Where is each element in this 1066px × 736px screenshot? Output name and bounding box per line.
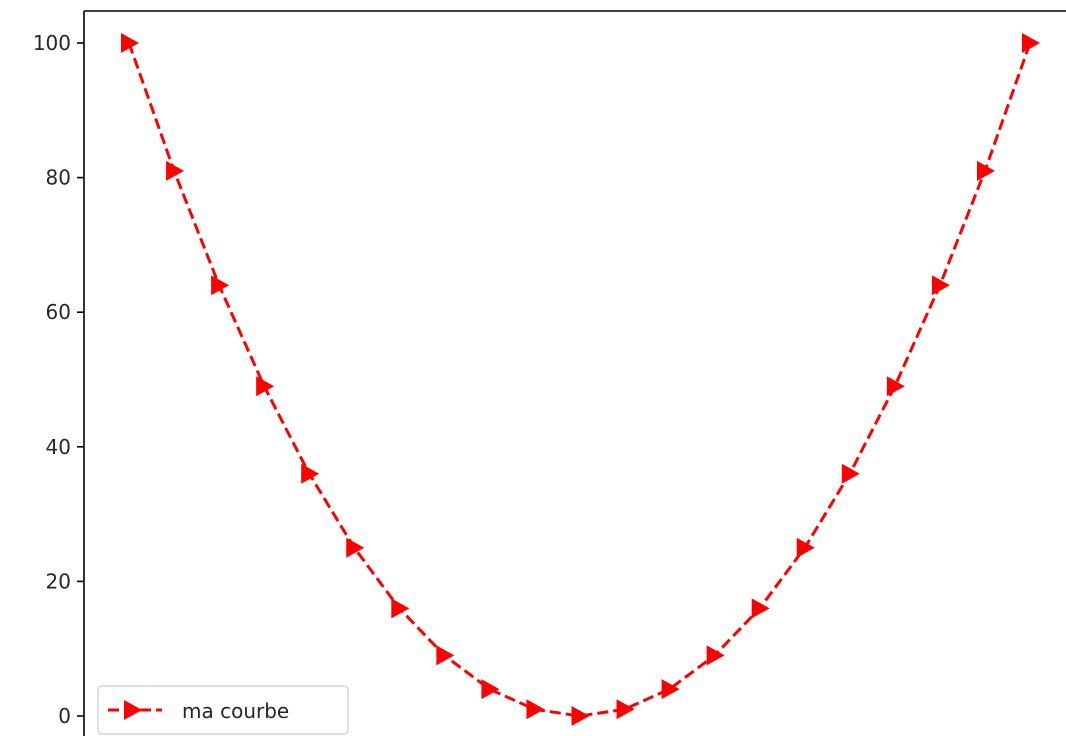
legend-box bbox=[97, 685, 349, 735]
data-point-marker bbox=[481, 679, 500, 700]
legend: ma courbe bbox=[97, 685, 349, 735]
legend-marker bbox=[124, 700, 142, 720]
data-point-marker bbox=[751, 598, 770, 619]
data-point-marker bbox=[571, 706, 590, 726]
y-tick-label: 60 bbox=[46, 300, 71, 324]
data-point-marker bbox=[526, 699, 545, 720]
y-axis-ticks: 0 20 40 60 80 100 bbox=[33, 31, 84, 728]
data-point-marker bbox=[301, 463, 320, 484]
data-point-marker bbox=[976, 160, 995, 181]
legend-label: ma courbe bbox=[182, 699, 289, 723]
data-point-marker bbox=[211, 275, 230, 296]
data-point-marker bbox=[661, 679, 680, 700]
data-point-marker bbox=[121, 33, 139, 53]
data-point-marker bbox=[706, 645, 725, 666]
y-tick-label: 100 bbox=[33, 31, 71, 55]
data-point-marker bbox=[616, 699, 635, 720]
data-point-marker bbox=[346, 537, 365, 558]
data-point-marker bbox=[841, 463, 860, 484]
series-layer bbox=[121, 33, 1040, 726]
data-point-marker bbox=[256, 376, 275, 397]
data-point-marker bbox=[931, 275, 950, 296]
axes-frame bbox=[83, 10, 1066, 736]
data-point-marker bbox=[796, 537, 815, 558]
data-point-marker bbox=[391, 598, 410, 619]
data-point-marker bbox=[166, 160, 185, 181]
data-point-marker bbox=[886, 376, 905, 397]
y-tick-label: 0 bbox=[58, 704, 71, 728]
data-point-marker bbox=[1022, 33, 1040, 53]
y-tick-label: 40 bbox=[46, 435, 71, 459]
y-tick-label: 20 bbox=[46, 569, 71, 593]
y-tick-label: 80 bbox=[46, 166, 71, 190]
data-point-marker bbox=[436, 645, 455, 666]
series-line bbox=[127, 42, 1032, 718]
